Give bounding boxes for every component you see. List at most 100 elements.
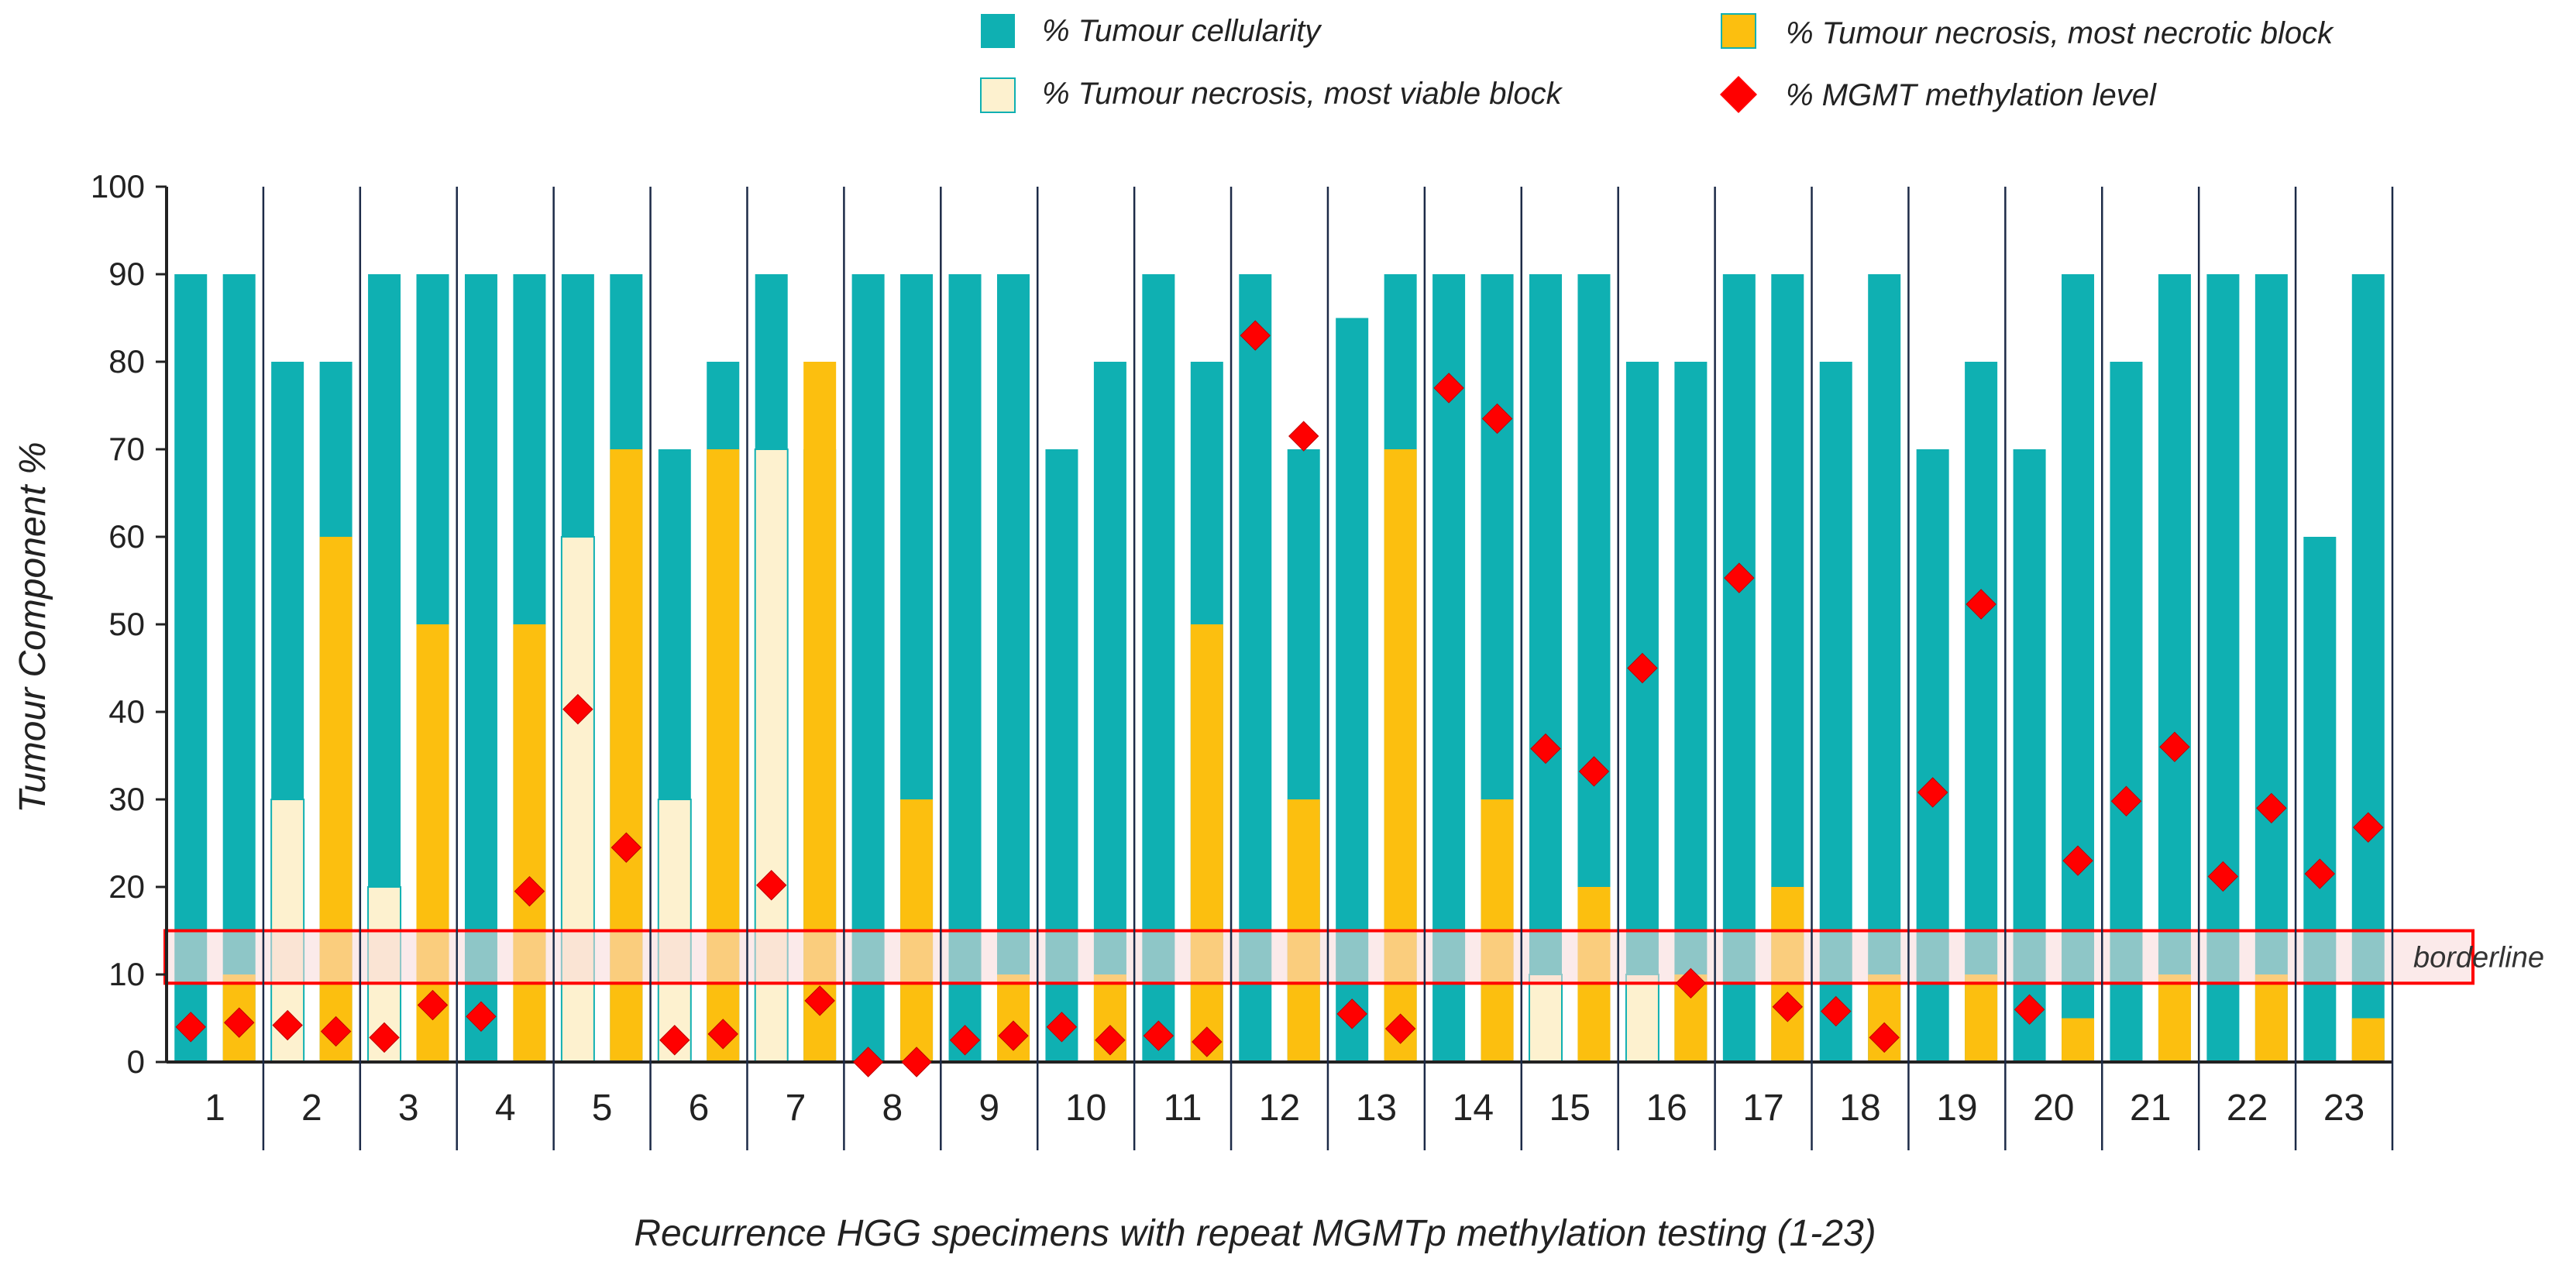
bar-viable-necrosis [1625,974,1659,1063]
mgmt-marker [610,832,642,863]
mgmt-marker [1578,756,1610,787]
mgmt-marker [1627,652,1658,684]
mgmt-marker [1724,562,1755,593]
mgmt-marker [1675,968,1707,999]
x-category-label: 7 [786,1088,807,1129]
mgmt-marker [1384,1013,1416,1044]
mgmt-marker [707,1019,738,1050]
x-category-label: 6 [689,1088,710,1129]
mgmt-marker [562,693,593,725]
mgmt-marker [1433,373,1464,404]
borderline-label: borderline [2413,941,2544,974]
y-tick-label: 50 [108,606,145,642]
mgmt-marker [2304,858,2336,889]
y-tick-label: 70 [108,431,145,467]
x-category-label: 18 [1839,1088,1880,1129]
legend-label-mgmt: % MGMT methylation level [1786,78,2157,112]
x-category-label: 12 [1259,1088,1300,1129]
bar-viable-necrosis [1529,974,1563,1063]
mgmt-marker [2110,785,2142,816]
mgmt-marker [1336,998,1367,1029]
x-category-label: 10 [1065,1088,1106,1129]
mgmt-marker [1288,421,1319,452]
legend-swatch-cellularity [981,14,1015,48]
y-tick-label: 20 [108,868,145,905]
x-category-label: 8 [882,1088,903,1129]
bar-necrotic-necrosis [2351,1018,2385,1062]
mgmt-marker [1869,1022,1900,1053]
mgmt-marker [369,1022,400,1053]
x-category-label: 5 [592,1088,613,1129]
x-category-label: 22 [2227,1088,2268,1129]
y-tick-label: 60 [108,518,145,555]
y-tick-label: 30 [108,781,145,817]
mgmt-marker [272,1009,303,1041]
y-tick-label: 10 [108,956,145,992]
bar-necrotic-necrosis [513,624,546,1062]
x-category-label: 13 [1356,1088,1397,1129]
x-category-label: 2 [301,1088,322,1129]
mgmt-marker [755,870,787,901]
legend-label-viable: % Tumour necrosis, most viable block [1042,77,1563,111]
x-axis-title: Recurrence HGG specimens with repeat MGM… [634,1213,1876,1254]
mgmt-marker [2353,812,2384,843]
y-axis-title: Tumour Component % [12,442,53,813]
mgmt-marker [466,1001,497,1032]
mgmt-marker [320,1016,352,1047]
bar-necrotic-necrosis [2254,974,2288,1062]
y-tick-label: 90 [108,256,145,292]
mgmt-marker [2062,845,2093,876]
mgmt-marker [1095,1025,1126,1056]
x-category-label: 16 [1646,1088,1687,1129]
x-category-label: 14 [1453,1088,1494,1129]
bar-necrotic-necrosis [2062,1018,2095,1062]
x-category-label: 19 [1936,1088,1977,1129]
bar-necrotic-necrosis [1965,974,1998,1062]
x-category-label: 21 [2130,1088,2171,1129]
mgmt-marker [659,1025,690,1056]
bar-necrotic-necrosis [2158,974,2191,1062]
y-tick-label: 80 [108,343,145,380]
mgmt-marker [1143,1020,1175,1051]
mgmt-marker [2159,731,2190,762]
mgmt-marker [1772,992,1804,1023]
legend-swatch-necrotic [1721,13,1756,49]
y-tick-label: 100 [91,168,145,205]
legend-swatch-mgmt [1720,76,1757,113]
legend-label-cellularity: % Tumour cellularity [1042,14,1322,48]
mgmt-marker [1530,733,1561,765]
mgmt-marker [1821,995,1852,1027]
mgmt-marker [1966,589,1996,620]
mgmt-marker [175,1012,206,1043]
bar-necrotic-necrosis [1190,624,1223,1062]
x-category-label: 11 [1164,1088,1202,1129]
x-category-label: 4 [495,1088,516,1129]
mgmt-marker [1917,777,1948,808]
mgmt-marker [998,1020,1029,1051]
x-category-label: 1 [205,1088,225,1129]
legend: % Tumour cellularity % Tumour necrosis, … [980,13,2334,113]
mgmt-marker [852,1047,884,1077]
bar-necrotic-necrosis [416,624,449,1062]
legend-swatch-viable [980,77,1016,113]
y-tick-label: 40 [108,693,145,730]
borderline-band [163,929,2475,985]
mgmt-marker [417,989,449,1021]
x-category-label: 23 [2323,1088,2364,1129]
mgmt-marker [2256,792,2287,824]
x-category-label: 17 [1742,1088,1783,1129]
mgmt-marker [901,1047,932,1077]
mgmt-marker [1240,320,1271,351]
x-category-label: 3 [398,1088,419,1129]
mgmt-marker [223,1007,255,1038]
x-category-label: 20 [2033,1088,2074,1129]
mgmt-marker [949,1025,981,1056]
mgmt-marker [514,875,545,907]
y-tick-label: 0 [127,1043,145,1080]
legend-label-necrotic: % Tumour necrosis, most necrotic block [1786,16,2334,50]
mgmt-marker [1192,1026,1223,1057]
mgmt-marker [804,985,835,1016]
x-category-label: 9 [978,1088,999,1129]
